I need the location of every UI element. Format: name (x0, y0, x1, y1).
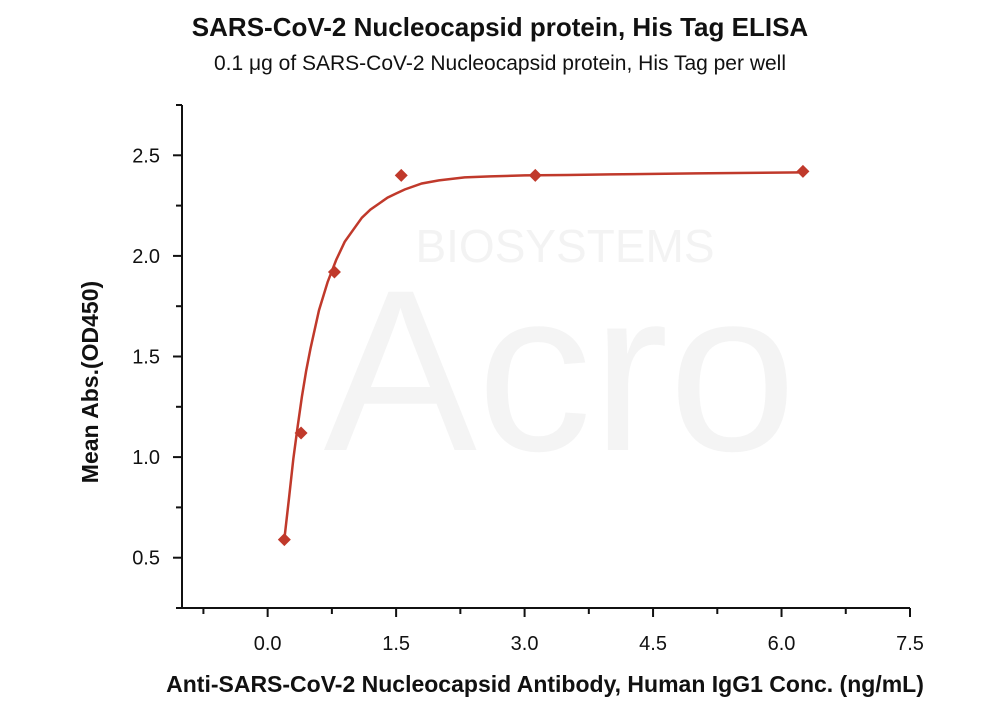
y-tick-label: 1.5 (132, 347, 160, 369)
data-points (277, 164, 810, 547)
x-tick-label: 3.0 (511, 633, 539, 655)
chart-subtitle: 0.1 μg of SARS-CoV-2 Nucleocapsid protei… (214, 52, 786, 75)
watermark-tagline: BIOSYSTEMS (415, 220, 714, 272)
y-tick-label: 2.0 (132, 246, 160, 268)
chart-title: SARS-CoV-2 Nucleocapsid protein, His Tag… (191, 12, 809, 42)
x-tick-label: 1.5 (382, 633, 410, 655)
data-point (294, 426, 308, 440)
x-axis-title: Anti-SARS-CoV-2 Nucleocapsid Antibody, H… (166, 671, 924, 697)
y-tick-label: 0.5 (132, 548, 160, 570)
data-point (327, 265, 341, 279)
data-point (528, 168, 542, 182)
x-tick-label: 7.5 (896, 633, 924, 655)
fit-curve (283, 171, 803, 540)
data-point (796, 164, 810, 178)
x-tick-label: 4.5 (639, 633, 667, 655)
x-tick-label: 6.0 (768, 633, 796, 655)
data-point (394, 168, 408, 182)
watermark: Acro BIOSYSTEMS (324, 220, 797, 499)
y-tick-label: 1.0 (132, 447, 160, 469)
x-axis-ticks: 0.0 1.5 3.0 4.5 6.0 7.5 (202, 608, 924, 655)
y-axis-title: Mean Abs.(OD450) (77, 281, 103, 483)
watermark-brand: Acro (324, 242, 797, 499)
y-axis-ticks: 0.5 1.0 1.5 2.0 2.5 (132, 104, 182, 609)
y-tick-label: 2.5 (132, 145, 160, 167)
data-point (277, 533, 291, 547)
x-tick-label: 0.0 (254, 633, 282, 655)
